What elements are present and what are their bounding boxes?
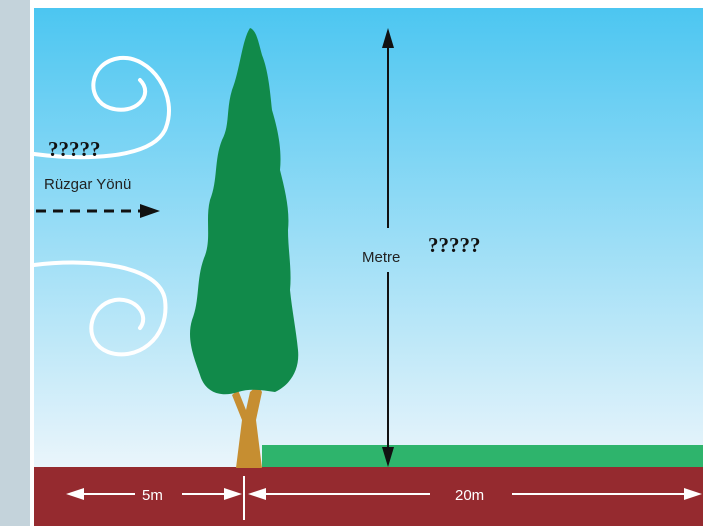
sky <box>34 8 703 468</box>
wind-label: Rüzgar Yönü <box>44 176 131 193</box>
height-label: Metre <box>362 249 400 266</box>
near-distance: 5m <box>142 487 163 504</box>
wind-unknown: ????? <box>48 137 101 161</box>
height-unknown: ????? <box>428 233 481 257</box>
far-distance: 20m <box>455 487 484 504</box>
ground <box>34 467 703 526</box>
diagram: ????? Rüzgar Yönü Metre ????? 5m 20m <box>0 0 703 526</box>
grass <box>262 445 703 468</box>
